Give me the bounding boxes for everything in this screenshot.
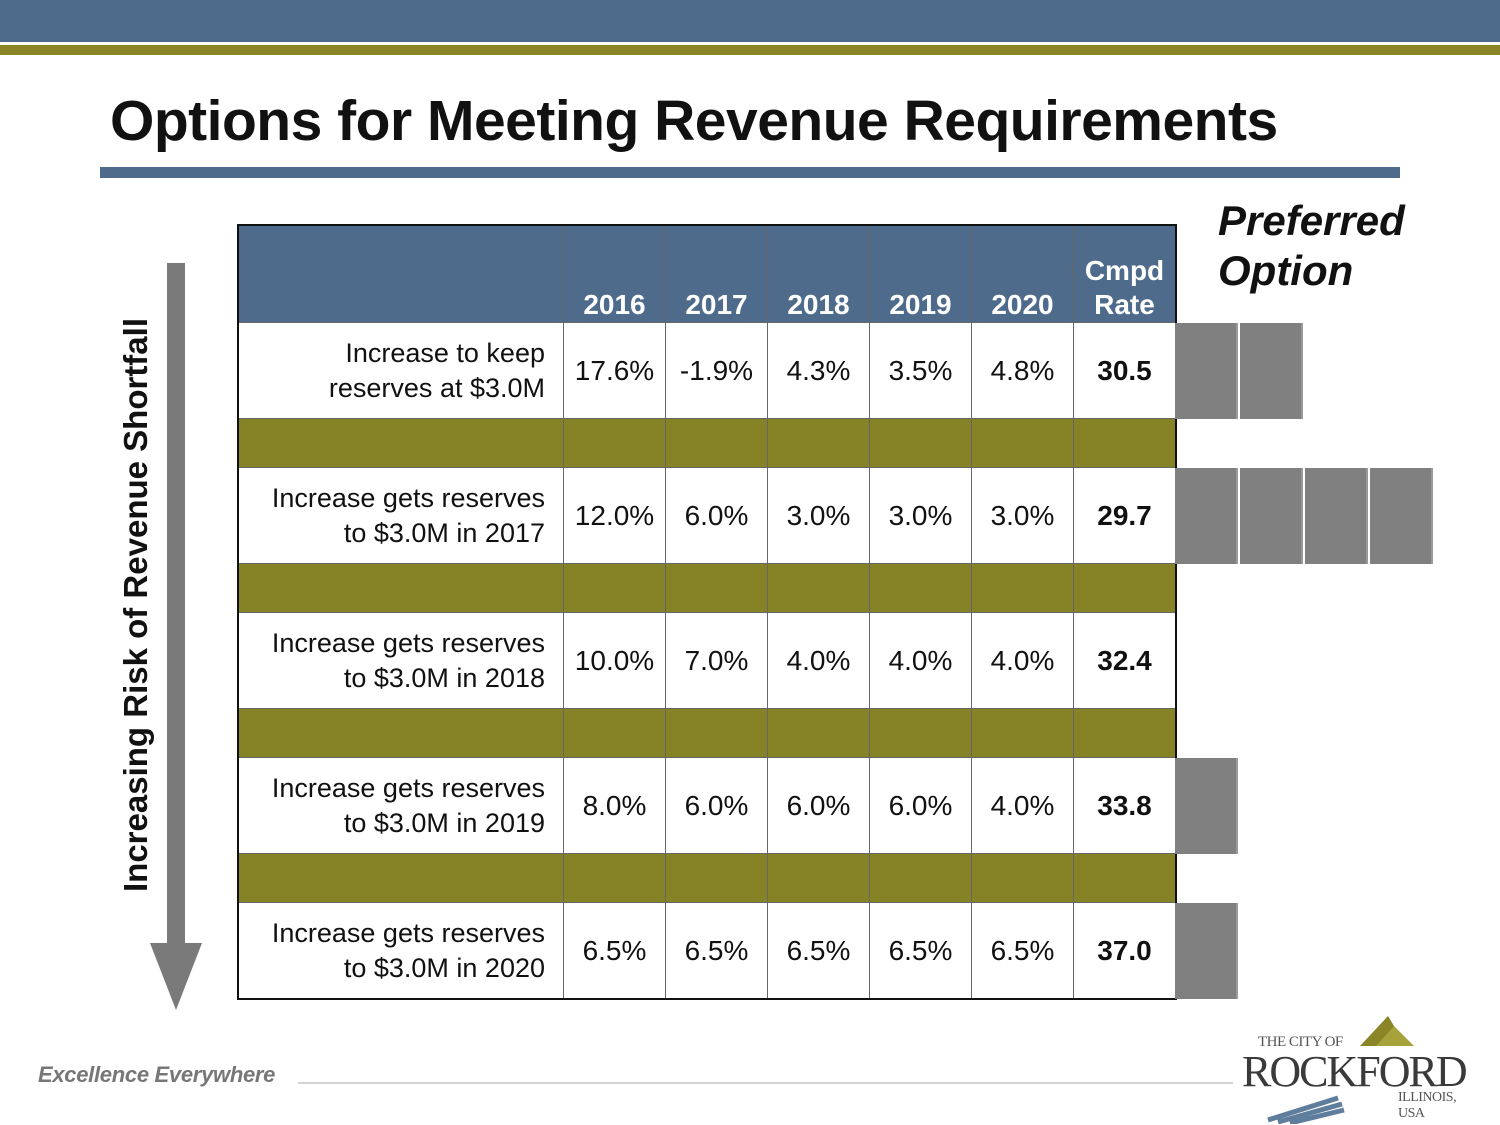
cell-2017: 6.0% bbox=[665, 757, 768, 854]
logo-pre-text: THE CITY OF bbox=[1258, 1034, 1343, 1050]
header-2016: 2016 bbox=[563, 224, 666, 323]
table-row: Increase gets reserves to $3.0M in 2020 6… bbox=[237, 902, 1177, 1000]
cell-2020: 4.0% bbox=[971, 612, 1074, 709]
cell-2016: 12.0% bbox=[563, 467, 666, 564]
preference-bar-cell bbox=[1175, 322, 1238, 419]
preference-bar-cell bbox=[1175, 757, 1238, 854]
footer-tagline: Excellence Everywhere bbox=[38, 1062, 276, 1087]
cell-rate: 33.8 bbox=[1073, 757, 1177, 854]
cell-2016: 10.0% bbox=[563, 612, 666, 709]
cell-2019: 4.0% bbox=[869, 612, 972, 709]
separator-row bbox=[237, 853, 1177, 903]
cell-2018: 3.0% bbox=[767, 467, 870, 564]
cell-2019: 3.0% bbox=[869, 467, 972, 564]
cell-rate: 32.4 bbox=[1073, 612, 1177, 709]
cell-2020: 3.0% bbox=[971, 467, 1074, 564]
logo-post-text: ILLINOIS, USA bbox=[1398, 1090, 1457, 1121]
rate-header-line-2: Rate bbox=[1094, 289, 1155, 320]
cell-rate: 29.7 bbox=[1073, 467, 1177, 564]
cell-2018: 6.0% bbox=[767, 757, 870, 854]
preferred-option-heading: Preferred Option bbox=[1218, 196, 1405, 296]
preference-bar-cell bbox=[1175, 902, 1238, 999]
cell-2017: 6.0% bbox=[665, 467, 768, 564]
header-2019: 2019 bbox=[869, 224, 972, 323]
top-banner bbox=[0, 0, 1500, 42]
preference-bar-cell bbox=[1240, 322, 1303, 419]
cell-2020: 4.0% bbox=[971, 757, 1074, 854]
cell-2016: 6.5% bbox=[563, 902, 666, 1000]
logo-name: ROCKFORD bbox=[1242, 1047, 1468, 1096]
cell-2018: 6.5% bbox=[767, 902, 870, 1000]
row-label-line-1: Increase gets reserves bbox=[271, 627, 545, 658]
row-label: Increase gets reserves to $3.0M in 2017 bbox=[237, 467, 564, 564]
cell-2019: 6.5% bbox=[869, 902, 972, 1000]
risk-axis-label: Increasing Risk of Revenue Shortfall bbox=[117, 318, 154, 892]
separator-row bbox=[237, 563, 1177, 613]
row-label: Increase gets reserves to $3.0M in 2020 bbox=[237, 902, 564, 1000]
header-2018: 2018 bbox=[767, 224, 870, 323]
preference-bar-cell bbox=[1240, 467, 1303, 564]
cell-2020: 6.5% bbox=[971, 902, 1074, 1000]
down-arrow-icon bbox=[150, 263, 202, 1010]
cell-2019: 6.0% bbox=[869, 757, 972, 854]
header-2020: 2020 bbox=[971, 224, 1074, 323]
table-row: Increase gets reserves to $3.0M in 2017 1… bbox=[237, 467, 1177, 564]
footer-divider bbox=[298, 1082, 1233, 1084]
row-label-line-1: Increase gets reserves bbox=[271, 772, 545, 803]
preference-bar-cell bbox=[1305, 467, 1368, 564]
header-cmpd-rate: Cmpd Rate bbox=[1073, 224, 1177, 323]
cell-2019: 3.5% bbox=[869, 322, 972, 419]
row-label-line-1: Increase gets reserves bbox=[271, 917, 545, 948]
separator-row bbox=[237, 708, 1177, 758]
cell-rate: 30.5 bbox=[1073, 322, 1177, 419]
cell-2018: 4.3% bbox=[767, 322, 870, 419]
cell-2017: -1.9% bbox=[665, 322, 768, 419]
table-row: Increase gets reserves to $3.0M in 2018 1… bbox=[237, 612, 1177, 709]
cell-2016: 8.0% bbox=[563, 757, 666, 854]
cell-2018: 4.0% bbox=[767, 612, 870, 709]
table-header-row: 2016 2017 2018 2019 2020 Cmpd Rate bbox=[237, 224, 1177, 323]
preferred-line-2: Option bbox=[1218, 247, 1354, 294]
cell-2020: 4.8% bbox=[971, 322, 1074, 419]
row-label: Increase to keep reserves at $3.0M bbox=[237, 322, 564, 419]
preferred-line-1: Preferred bbox=[1218, 197, 1405, 244]
header-label bbox=[237, 224, 564, 323]
row-label-line-2: to $3.0M in 2020 bbox=[343, 952, 545, 983]
city-logo: THE CITY OF ROCKFORD ILLINOIS, USA bbox=[1238, 1012, 1478, 1124]
cell-rate: 37.0 bbox=[1073, 902, 1177, 1000]
row-label: Increase gets reserves to $3.0M in 2019 bbox=[237, 757, 564, 854]
row-label-line-2: to $3.0M in 2019 bbox=[343, 807, 545, 838]
row-label-line-1: Increase to keep bbox=[345, 337, 545, 368]
row-label-line-2: to $3.0M in 2017 bbox=[343, 517, 545, 548]
cell-2017: 7.0% bbox=[665, 612, 768, 709]
options-table: 2016 2017 2018 2019 2020 Cmpd Rate Incre… bbox=[237, 224, 1177, 1000]
top-accent-stripe bbox=[0, 45, 1500, 55]
rate-header-line-1: Cmpd bbox=[1084, 255, 1165, 286]
cell-2016: 17.6% bbox=[563, 322, 666, 419]
separator-row bbox=[237, 418, 1177, 468]
title-underline bbox=[100, 167, 1400, 178]
table-row: Increase to keep reserves at $3.0M 17.6% … bbox=[237, 322, 1177, 419]
logo-mark-icon bbox=[1267, 1016, 1414, 1124]
row-label-line-2: to $3.0M in 2018 bbox=[343, 662, 545, 693]
preference-bar-cell bbox=[1370, 467, 1433, 564]
row-label-line-1: Increase gets reserves bbox=[271, 482, 545, 513]
row-label: Increase gets reserves to $3.0M in 2018 bbox=[237, 612, 564, 709]
header-2017: 2017 bbox=[665, 224, 768, 323]
slide-title: Options for Meeting Revenue Requirements bbox=[110, 89, 1278, 153]
preference-bar-cell bbox=[1175, 467, 1238, 564]
cell-2017: 6.5% bbox=[665, 902, 768, 1000]
table-row: Increase gets reserves to $3.0M in 2019 8… bbox=[237, 757, 1177, 854]
row-label-line-2: reserves at $3.0M bbox=[328, 372, 545, 403]
